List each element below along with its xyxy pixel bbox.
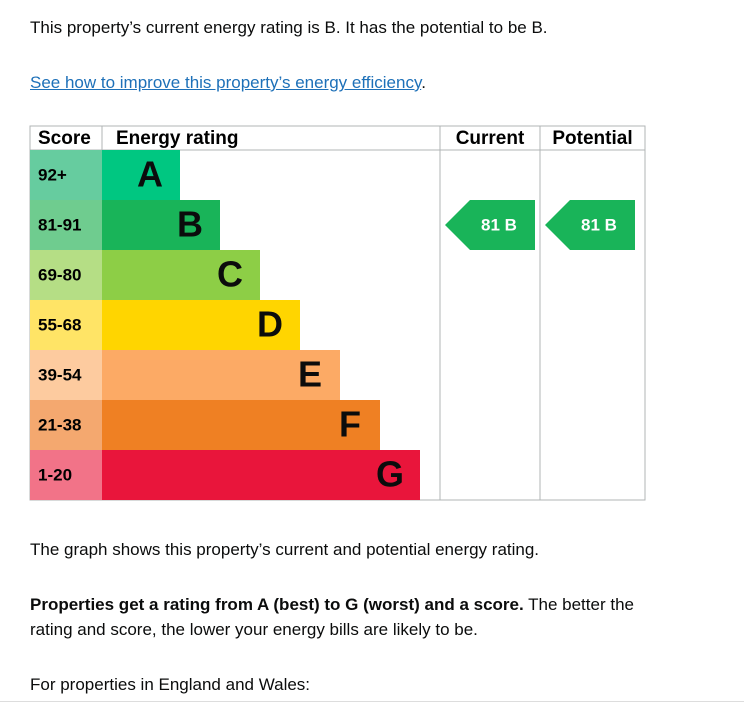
score-cell — [30, 300, 102, 350]
score-cell — [30, 400, 102, 450]
bold-text: Properties get a rating from A (best) to… — [30, 595, 524, 614]
rating-bar — [102, 300, 300, 350]
improve-link[interactable]: See how to improve this property’s energ… — [30, 73, 422, 92]
rating-bar — [102, 350, 340, 400]
rating-bar — [102, 400, 380, 450]
score-label: 55-68 — [38, 315, 81, 334]
paragraph: For properties in England and Wales: — [30, 675, 311, 694]
rating-bar — [102, 250, 260, 300]
epc-graph: Score Energy rating Current Potential 92+ A 81… — [29, 125, 646, 501]
link-line: See how to improve this property’s energ… — [30, 70, 426, 95]
link-suffix: . — [421, 73, 426, 92]
score-label: 81-91 — [38, 215, 81, 234]
potential-label: 81 B — [581, 215, 617, 234]
score-cell — [30, 200, 102, 250]
rating-bar — [102, 450, 420, 500]
score-label: 1-20 — [38, 465, 72, 484]
band-letter: D — [257, 304, 283, 345]
score-label: 21-38 — [38, 415, 81, 434]
paragraph: Properties get a rating from A (best) to… — [30, 592, 670, 642]
header: Energy rating — [116, 128, 238, 149]
score-label: 39-54 — [38, 365, 82, 384]
band-letter: B — [177, 204, 203, 245]
band-letter: C — [217, 254, 243, 295]
score-cell — [30, 150, 102, 200]
band-letter: F — [339, 404, 361, 445]
potential-arrow — [545, 200, 635, 250]
band-letter: G — [376, 454, 404, 495]
score-cell — [30, 450, 102, 500]
score-cell — [30, 250, 102, 300]
header: Potential — [552, 128, 632, 149]
summary: This property’s current energy rating is… — [30, 18, 548, 37]
rating-bar — [102, 200, 220, 250]
divider — [0, 701, 744, 702]
paragraph: The graph shows this property’s current … — [30, 540, 540, 559]
score-cell — [30, 350, 102, 400]
score-label: 92+ — [38, 165, 67, 184]
band-letter: A — [137, 154, 163, 195]
current-label: 81 B — [481, 215, 517, 234]
band-letter: E — [298, 354, 322, 395]
rating-bar — [102, 150, 180, 200]
score-label: 69-80 — [38, 265, 81, 284]
header: Score — [38, 128, 91, 149]
header: Current — [456, 128, 525, 149]
current-arrow — [445, 200, 535, 250]
text: The better the rating and score, the low… — [30, 595, 634, 639]
